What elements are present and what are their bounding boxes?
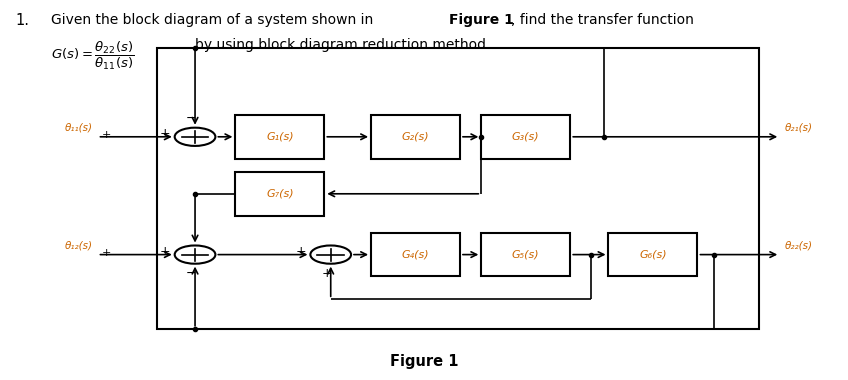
Text: θ₁₂(s): θ₁₂(s) <box>65 241 93 251</box>
Text: G₄(s): G₄(s) <box>402 250 429 260</box>
Text: +: + <box>102 130 111 140</box>
Text: θ₂₂(s): θ₂₂(s) <box>784 241 812 251</box>
Text: −: − <box>186 112 196 125</box>
Text: G₁(s): G₁(s) <box>266 132 293 142</box>
Bar <box>236 115 324 159</box>
Text: +: + <box>159 127 170 140</box>
Text: Figure 1: Figure 1 <box>390 354 458 369</box>
Bar <box>371 233 460 277</box>
Text: G₇(s): G₇(s) <box>266 189 293 199</box>
Text: θ₂₁(s): θ₂₁(s) <box>784 123 812 133</box>
Text: +: + <box>102 248 111 258</box>
Text: +: + <box>321 267 332 280</box>
Bar <box>609 233 697 277</box>
Bar <box>236 172 324 216</box>
Text: Figure 1: Figure 1 <box>449 13 515 27</box>
Text: G₆(s): G₆(s) <box>639 250 667 260</box>
Text: +: + <box>295 245 306 258</box>
Bar <box>482 233 570 277</box>
Text: θ₁₁(s): θ₁₁(s) <box>65 123 93 133</box>
Text: $G(s) = \dfrac{\theta_{22}(s)}{\theta_{11}(s)}$: $G(s) = \dfrac{\theta_{22}(s)}{\theta_{1… <box>51 40 134 72</box>
Bar <box>157 48 759 329</box>
Text: G₃(s): G₃(s) <box>512 132 539 142</box>
Bar <box>371 115 460 159</box>
Text: −: − <box>186 267 196 280</box>
Text: Given the block diagram of a system shown in: Given the block diagram of a system show… <box>51 13 377 27</box>
Bar <box>482 115 570 159</box>
Text: G₂(s): G₂(s) <box>402 132 429 142</box>
Text: by using block diagram reduction method.: by using block diagram reduction method. <box>195 38 490 52</box>
Circle shape <box>310 245 351 264</box>
Circle shape <box>175 128 215 146</box>
Text: +: + <box>159 245 170 258</box>
Circle shape <box>175 245 215 264</box>
Text: G₅(s): G₅(s) <box>512 250 539 260</box>
Text: , find the transfer function: , find the transfer function <box>511 13 695 27</box>
Text: 1.: 1. <box>15 13 30 28</box>
